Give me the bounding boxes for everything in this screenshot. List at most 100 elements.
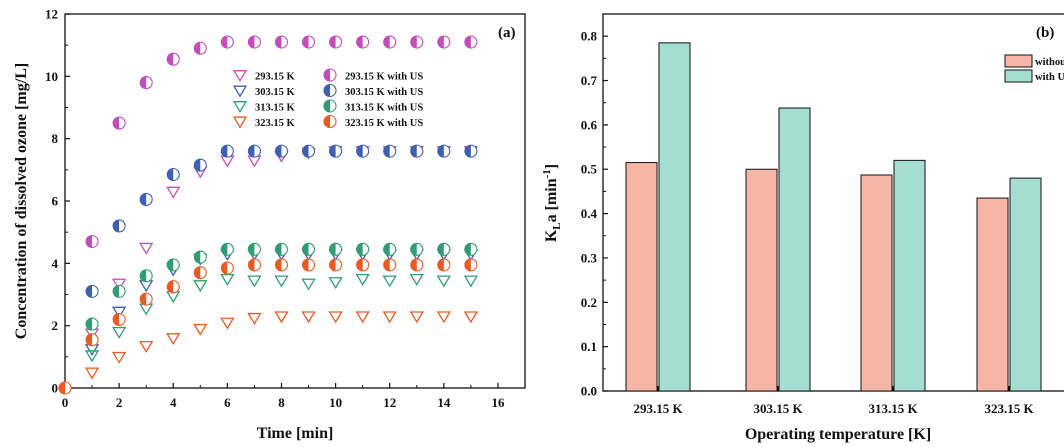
x-tick-label: 12 <box>383 395 396 410</box>
x-tick-label: 10 <box>329 395 342 410</box>
data-point <box>84 367 100 380</box>
data-point <box>301 242 316 256</box>
y-tick-label: 0.2 <box>581 295 597 310</box>
data-point <box>463 275 479 288</box>
data-point <box>111 278 127 291</box>
data-point <box>382 275 397 288</box>
data-point <box>356 258 370 272</box>
y-tick-label: 6 <box>52 194 59 209</box>
data-point-fill <box>302 36 309 49</box>
data-point-fill <box>302 145 309 158</box>
data-point-fill <box>194 42 201 55</box>
series-293-15-k-with-us <box>85 35 478 249</box>
data-point <box>84 350 100 363</box>
data-point <box>274 144 289 158</box>
data-point-fill <box>383 145 390 158</box>
data-point <box>85 234 99 249</box>
legend-marker <box>232 85 248 98</box>
data-point <box>193 250 207 264</box>
legend-marker <box>232 116 248 129</box>
data-point <box>356 242 370 256</box>
ylabel-sub: L <box>551 222 563 229</box>
data-point <box>329 258 343 272</box>
data-point-fill <box>194 266 201 279</box>
legend-marker-fill <box>324 100 330 112</box>
data-point-fill <box>221 36 228 49</box>
data-point <box>112 312 126 326</box>
legend-marker <box>232 70 248 82</box>
data-point-fill <box>383 243 390 256</box>
data-point <box>247 312 262 325</box>
data-point <box>410 144 424 158</box>
panel-a-scatter: 0 2 4 6 8 10 12 14 16 0 2 4 6 8 10 12 (a) Time [min] C… <box>13 7 526 442</box>
legend-swatch <box>1004 69 1033 83</box>
data-point <box>166 167 180 182</box>
data-point-fill <box>167 53 174 66</box>
x-tick-label: 323.15 K <box>984 401 1034 416</box>
x-tick-label: 0 <box>62 395 69 410</box>
panel-a-label: (a) <box>498 25 516 41</box>
y-tick-label: 0.6 <box>581 117 598 132</box>
data-point <box>383 258 397 272</box>
legend-marker <box>323 68 337 82</box>
ylabel-sup: -1 <box>541 169 553 178</box>
panel-a-x-axis: 0 2 4 6 8 10 12 14 16 <box>62 383 505 410</box>
panel-b-label: (b) <box>1036 25 1054 41</box>
data-point <box>85 333 99 347</box>
data-point <box>139 340 154 353</box>
data-point <box>166 186 181 199</box>
data-point <box>85 284 99 298</box>
data-point <box>301 144 316 158</box>
data-point <box>356 35 370 49</box>
data-point-fill <box>221 145 228 158</box>
data-point-fill <box>248 36 255 49</box>
data-point <box>301 311 316 324</box>
data-point <box>58 381 72 395</box>
data-point <box>139 269 153 283</box>
data-point <box>383 242 397 256</box>
data-point <box>382 311 397 324</box>
data-point-fill <box>464 36 471 49</box>
data-point-fill <box>437 258 444 271</box>
data-point <box>247 275 262 288</box>
data-point-fill <box>437 243 444 256</box>
data-point <box>329 144 343 158</box>
data-point <box>193 158 207 172</box>
y-tick-label: 2 <box>52 318 59 333</box>
data-point-fill <box>329 258 336 271</box>
data-point-fill <box>302 258 309 271</box>
x-tick-label: 2 <box>116 395 123 410</box>
data-point-fill <box>167 280 174 293</box>
data-point <box>220 35 234 49</box>
data-point <box>111 326 127 339</box>
legend-label: 293.15 K with US <box>345 72 423 83</box>
bar-with-us-303-15-k <box>778 107 811 392</box>
data-point <box>111 306 127 319</box>
x-tick-label: 6 <box>224 395 231 410</box>
data-point <box>437 144 451 158</box>
panel-b-legend: without US with US <box>1004 54 1064 83</box>
data-point <box>383 35 397 49</box>
panel-a-legend: 293.15 K 303.15 K 313.15 K 323.15 K 293.15 K… <box>232 68 423 129</box>
ylabel-end: ] <box>543 164 560 169</box>
data-point-fill <box>86 318 93 331</box>
data-point <box>166 280 180 294</box>
data-point-fill <box>248 145 255 158</box>
ylabel-k: K <box>543 229 560 242</box>
data-point <box>193 266 207 280</box>
series-313-15-k <box>84 273 479 363</box>
data-point <box>274 311 289 324</box>
data-point <box>436 275 451 288</box>
data-point <box>247 144 261 158</box>
data-point-fill <box>275 145 282 158</box>
data-point <box>329 35 343 49</box>
data-point-fill <box>194 251 201 264</box>
bar-without-us-313-15-k <box>860 174 893 392</box>
data-point-fill <box>383 258 390 271</box>
data-point <box>355 273 370 286</box>
data-point <box>139 242 154 255</box>
x-tick-label: 293.15 K <box>633 401 683 416</box>
legend-swatch <box>1004 54 1033 68</box>
legend-label: 323.15 K with US <box>345 118 423 129</box>
data-point <box>274 242 289 256</box>
